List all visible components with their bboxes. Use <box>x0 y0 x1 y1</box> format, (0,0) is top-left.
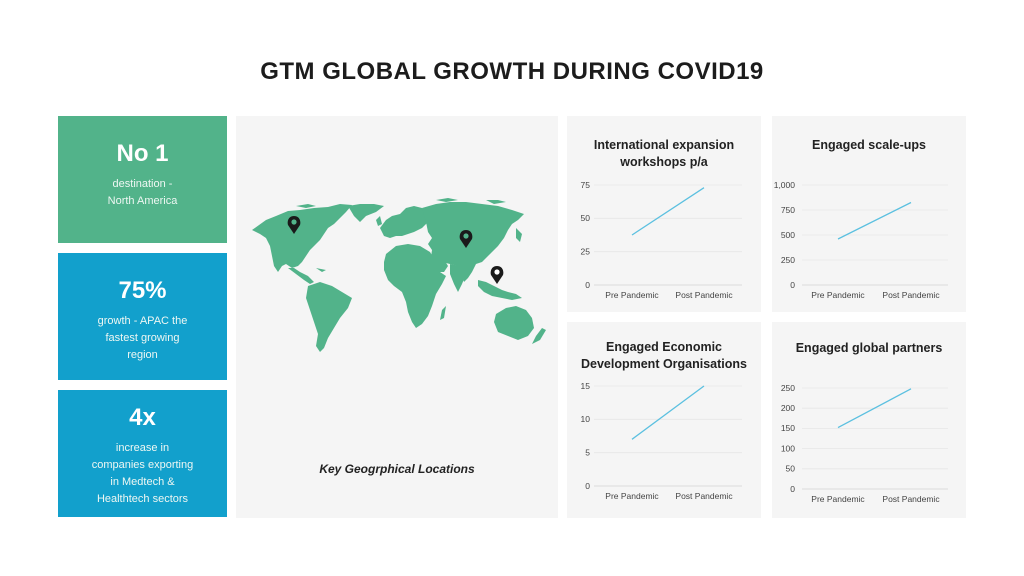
chart-title-line: International expansion <box>593 138 735 152</box>
chart-title: Engaged Economic Development Organisatio… <box>567 339 761 373</box>
stat-card-no1-destination: No 1 destination - North America <box>58 116 227 243</box>
svg-text:250: 250 <box>781 383 795 393</box>
stat-description: growth - APAC the fastest growing region <box>58 313 227 364</box>
svg-text:100: 100 <box>781 444 795 454</box>
chart-global-partners: Engaged global partners 250 200 150 100 … <box>772 322 966 518</box>
chart-title: International expansion workshops p/a <box>567 137 761 171</box>
svg-text:500: 500 <box>781 230 795 240</box>
chart-international-workshops: International expansion workshops p/a 75… <box>567 116 761 312</box>
chart-engaged-scaleups: Engaged scale-ups 1,000 750 500 250 0 Pr… <box>772 116 966 312</box>
stat-line: North America <box>107 195 178 207</box>
svg-text:0: 0 <box>790 280 795 290</box>
svg-text:50: 50 <box>581 213 591 223</box>
svg-text:50: 50 <box>786 464 796 474</box>
chart-title-line: workshops p/a <box>620 155 708 169</box>
svg-text:0: 0 <box>585 280 590 290</box>
series-line <box>837 201 912 240</box>
stat-card-medtech-exports: 4x increase in companies exporting in Me… <box>58 390 227 517</box>
chart-title: Engaged scale-ups <box>772 137 966 154</box>
map-pin-icon <box>459 230 473 248</box>
chart-title-line: Engaged global partners <box>795 341 943 355</box>
world-map-panel: Key Geogrphical Locations <box>236 116 558 518</box>
stat-line: fastest growing <box>105 332 180 344</box>
chart-title: Engaged global partners <box>772 340 966 357</box>
location-pins <box>287 216 504 284</box>
stat-line: region <box>127 349 158 361</box>
svg-text:0: 0 <box>585 481 590 491</box>
svg-text:1,000: 1,000 <box>774 180 796 190</box>
map-caption: Key Geogrphical Locations <box>319 462 475 476</box>
svg-text:Post Pandemic: Post Pandemic <box>882 290 940 300</box>
stat-value: 4x <box>129 404 156 431</box>
svg-text:Pre Pandemic: Pre Pandemic <box>811 290 865 300</box>
svg-text:Post Pandemic: Post Pandemic <box>675 491 733 501</box>
stat-card-apac-growth: 75% growth - APAC the fastest growing re… <box>58 253 227 380</box>
map-pin-icon <box>490 266 504 284</box>
svg-text:0: 0 <box>790 484 795 494</box>
svg-text:Pre Pandemic: Pre Pandemic <box>605 290 659 300</box>
stat-line: destination - <box>112 178 173 190</box>
svg-text:Pre Pandemic: Pre Pandemic <box>811 494 865 504</box>
svg-text:150: 150 <box>781 423 795 433</box>
series-line <box>631 385 705 440</box>
line-chart: 75 50 25 0 Pre Pandemic Post Pandemic <box>581 180 742 300</box>
line-chart: 15 10 5 0 Pre Pandemic Post Pandemic <box>581 381 742 501</box>
map-pin-icon <box>287 216 301 234</box>
line-chart: 250 200 150 100 50 0 Pre Pandemic Post P… <box>781 383 948 504</box>
chart-title-line: Development Organisations <box>580 357 747 371</box>
world-map-icon <box>252 198 546 352</box>
series-line <box>631 187 705 236</box>
svg-text:5: 5 <box>585 448 590 458</box>
stat-description: destination - North America <box>58 176 227 210</box>
svg-text:250: 250 <box>781 255 795 265</box>
svg-text:200: 200 <box>781 403 795 413</box>
series-line <box>837 388 912 429</box>
stat-line: increase in <box>115 442 170 454</box>
page-title: GTM GLOBAL GROWTH DURING COVID19 <box>260 58 764 85</box>
stat-line: companies exporting <box>91 459 194 471</box>
stat-description: increase in companies exporting in Medte… <box>58 440 227 508</box>
svg-text:Post Pandemic: Post Pandemic <box>882 494 940 504</box>
stat-line: Healthtech sectors <box>96 493 189 505</box>
svg-text:10: 10 <box>581 414 591 424</box>
chart-title-line: Engaged scale-ups <box>812 138 926 152</box>
svg-text:75: 75 <box>581 180 591 190</box>
svg-text:Post Pandemic: Post Pandemic <box>675 290 733 300</box>
stat-line: in Medtech & <box>110 476 175 488</box>
line-chart: 1,000 750 500 250 0 Pre Pandemic Post Pa… <box>774 180 948 300</box>
svg-text:15: 15 <box>581 381 591 391</box>
svg-text:25: 25 <box>581 247 591 257</box>
chart-economic-development-orgs: Engaged Economic Development Organisatio… <box>567 322 761 518</box>
chart-title-line: Engaged Economic <box>606 340 722 354</box>
svg-text:750: 750 <box>781 205 795 215</box>
stat-value: 75% <box>118 277 167 304</box>
stat-value: No 1 <box>116 140 169 167</box>
svg-text:Pre Pandemic: Pre Pandemic <box>605 491 659 501</box>
stat-line: growth - APAC the <box>97 315 188 327</box>
